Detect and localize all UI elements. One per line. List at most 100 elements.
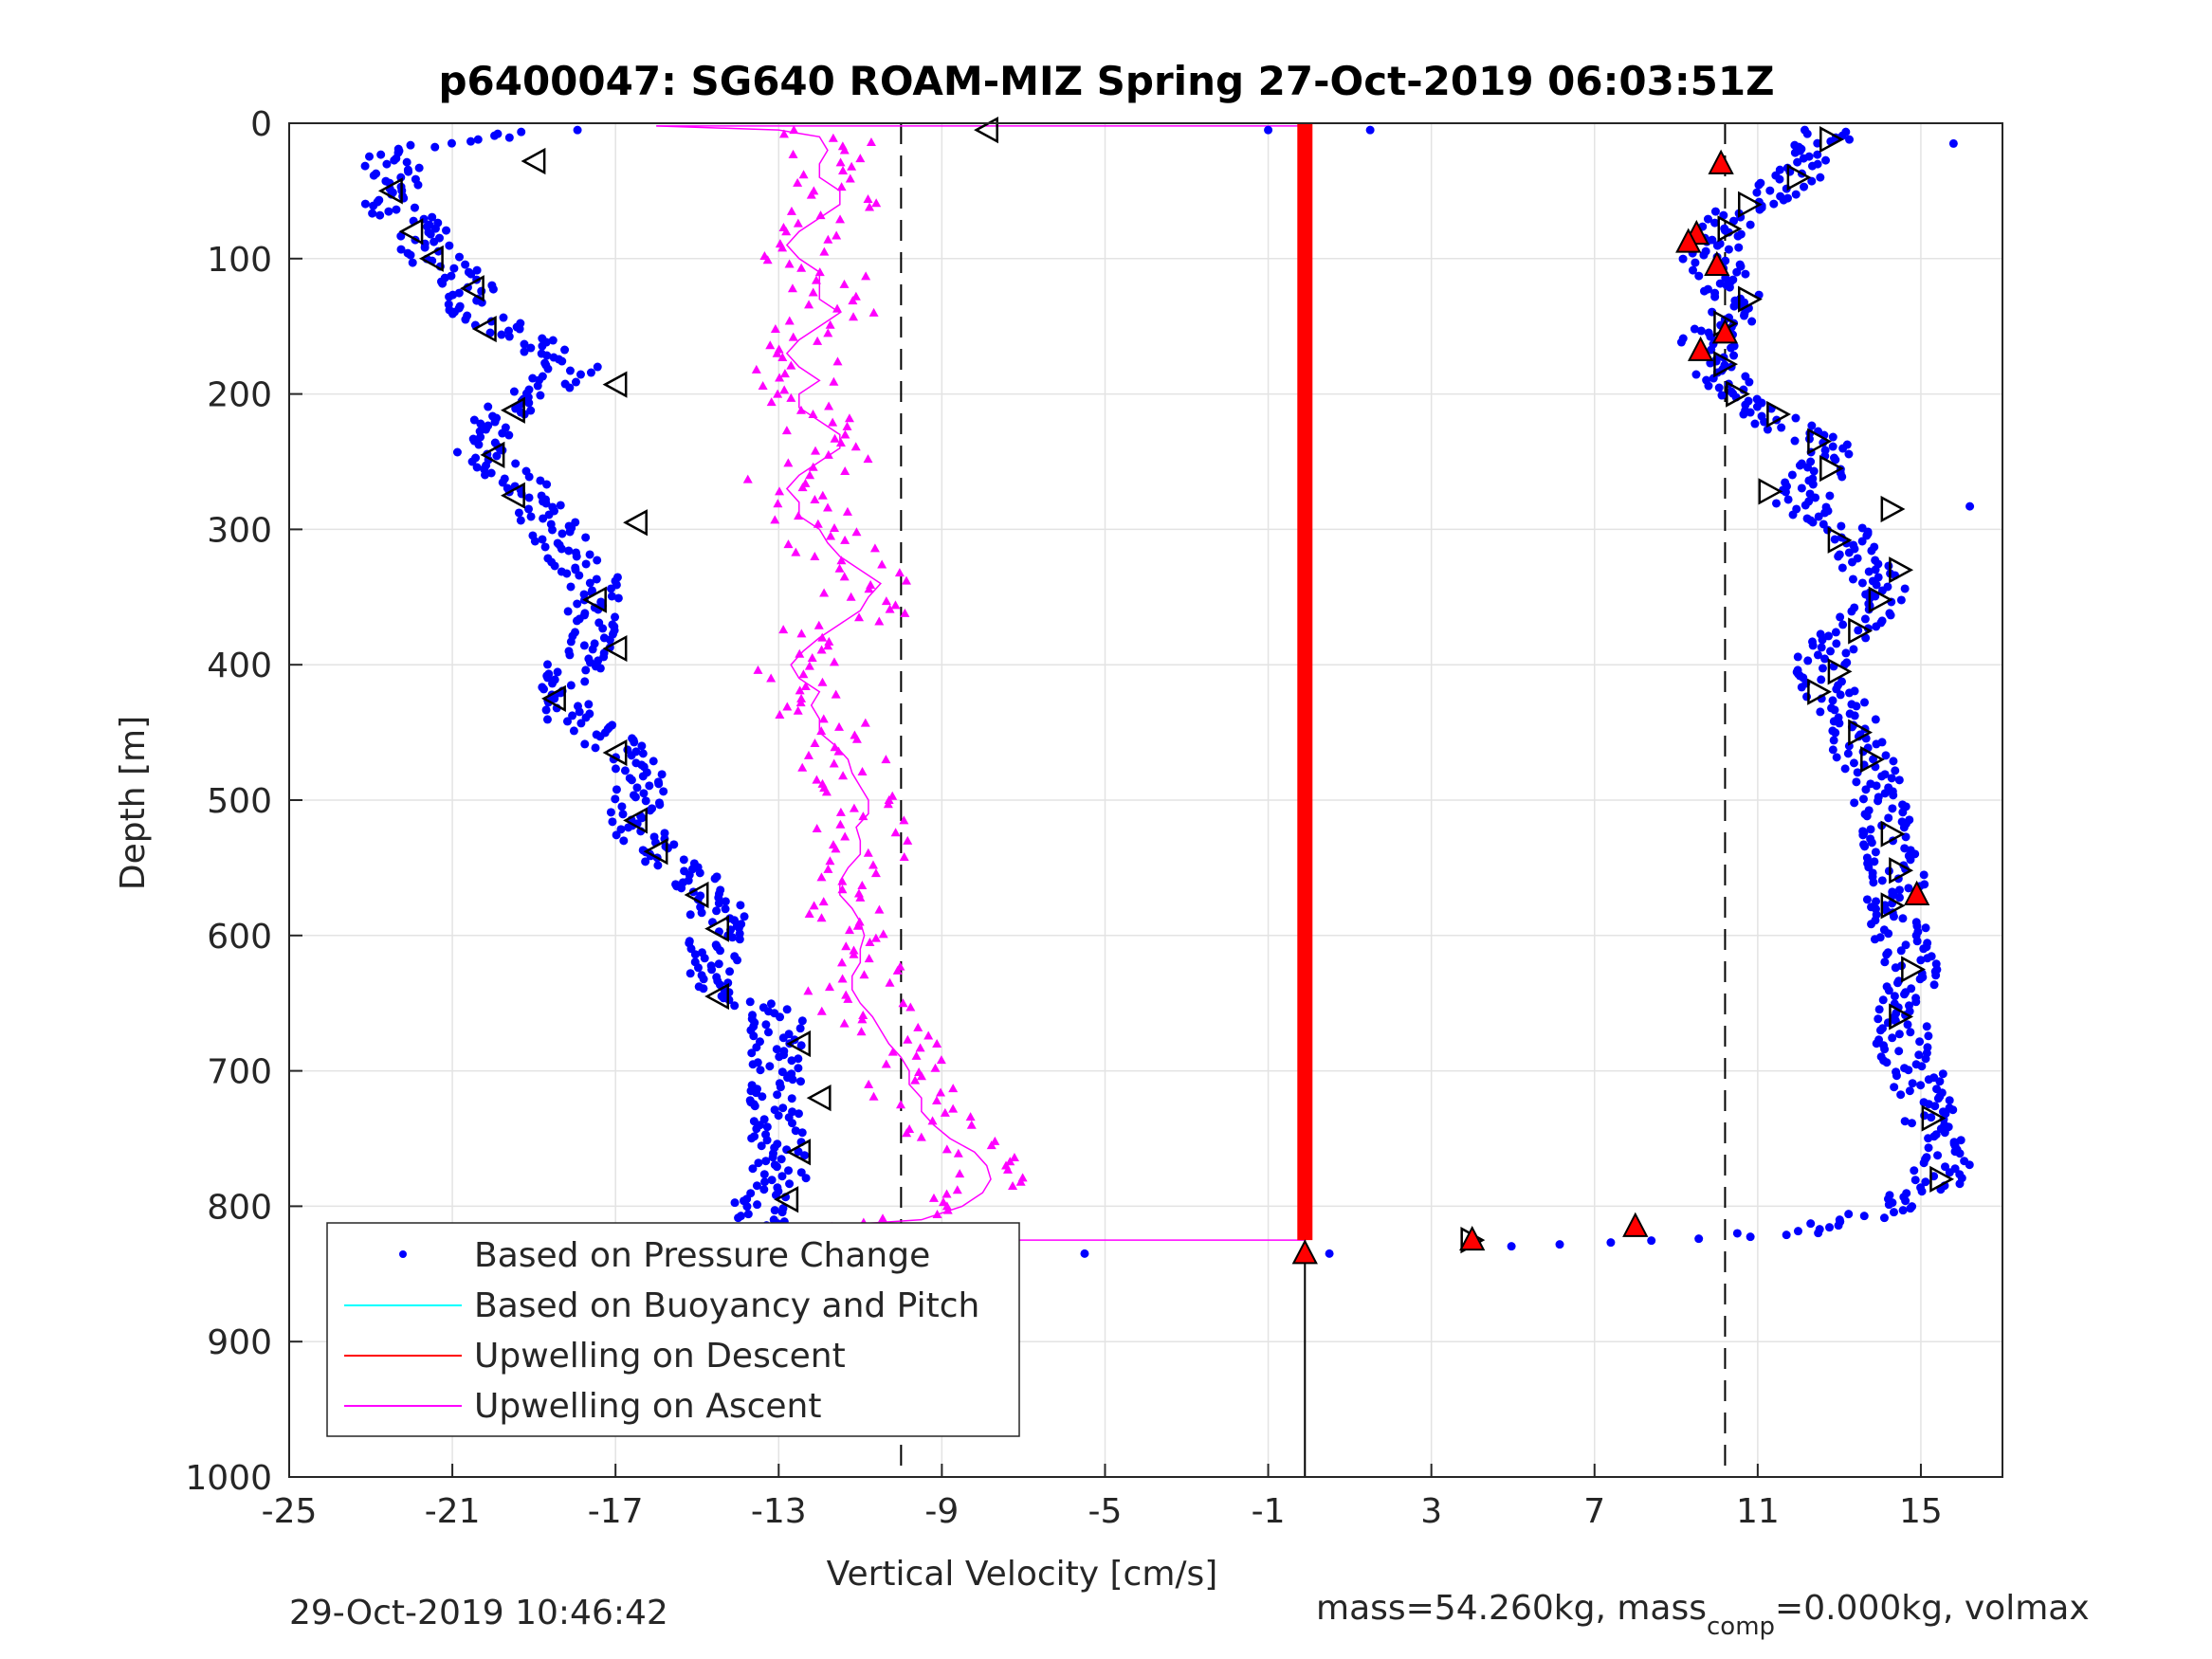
upwelling-ascent-marker [916,1132,926,1141]
pressure-ascent-dot [1903,1020,1912,1030]
upwelling-ascent-marker [804,908,814,918]
pressure-ascent-dot [1955,1179,1965,1189]
pressure-ascent-dot [1860,698,1870,707]
pressure-descent-dot [761,1157,771,1166]
pressure-ascent-dot [1872,897,1881,906]
pressure-ascent-dot [1712,241,1722,250]
upwelling-descent-marker [1459,1225,1486,1251]
pressure-descent-dot [612,830,621,840]
pressure-descent-dot [541,705,551,715]
pressure-ascent-dot [1832,639,1841,648]
pressure-ascent-dot [1914,1050,1924,1060]
pressure-ascent-dot [1894,775,1904,785]
descent-triangle-marker [480,441,505,468]
pressure-descent-dot [539,514,548,523]
pressure-ascent-dot [1717,391,1727,400]
pressure-ascent-dot [1927,1113,1936,1122]
upwelling-ascent-marker [842,506,852,516]
descent-triangle-marker [582,586,607,613]
pressure-descent-dot [376,150,386,159]
upwelling-ascent-marker [804,661,814,670]
upwelling-ascent-marker [832,230,842,240]
upwelling-ascent-marker [770,324,780,334]
upwelling-ascent-marker [786,360,796,370]
upwelling-ascent-marker [1002,1164,1013,1174]
pressure-ascent-dot [1809,466,1819,476]
pressure-dot [1732,1229,1742,1238]
pressure-descent-dot [360,161,370,171]
pressure-descent-dot [581,559,591,569]
pressure-descent-dot [641,796,650,806]
pressure-ascent-dot [1899,823,1909,832]
y-tick-label: 1000 [185,1459,272,1498]
pressure-ascent-dot [1867,546,1876,556]
pressure-descent-dot [524,493,534,502]
pressure-ascent-dot [1844,1210,1854,1219]
pressure-ascent-dot [1872,580,1881,590]
pressure-descent-dot [608,817,617,827]
upwelling-ascent-marker [794,511,804,520]
chart-title: p6400047: SG640 ROAM-MIZ Spring 27-Oct-2… [438,58,1774,104]
pressure-descent-dot [581,533,591,542]
pressure-descent-dot [686,910,695,920]
upwelling-ascent-marker [856,1027,867,1036]
pressure-descent-dot [627,751,636,760]
pressure-ascent-dot [1834,552,1843,561]
pressure-ascent-dot [1828,696,1837,705]
upwelling-ascent-marker [837,876,848,885]
pressure-ascent-dot [1721,256,1730,265]
pressure-ascent-dot [1882,950,1892,959]
pressure-descent-dot [787,1094,796,1103]
upwelling-ascent-marker [847,161,857,171]
upwelling-ascent-marker [793,177,803,187]
upwelling-ascent-marker [911,1050,922,1060]
pressure-descent-dot [598,624,608,633]
upwelling-ascent-marker [890,600,901,610]
pressure-ascent-dot [1862,811,1872,821]
pressure-ascent-dot [1688,265,1697,275]
pressure-ascent-dot [1861,785,1871,794]
upwelling-ascent-marker [845,925,855,935]
pressure-descent-dot [721,904,730,914]
upwelling-ascent-marker [870,868,881,878]
pressure-descent-dot [472,463,482,472]
pressure-descent-dot [797,1016,807,1026]
upwelling-ascent-marker [795,685,805,695]
pressure-descent-dot [637,813,647,823]
upwelling-ascent-marker [899,851,909,861]
upwelling-ascent-marker [816,726,827,736]
upwelling-ascent-marker [797,483,808,492]
pressure-ascent-dot [1834,1221,1843,1231]
pressure-descent-dot [743,1210,753,1219]
pressure-descent-dot [565,650,575,660]
pressure-ascent-dot [1828,745,1837,755]
pressure-ascent-dot [1852,777,1861,787]
upwelling-ascent-marker [840,831,850,841]
ascent-triangle-marker [1880,495,1906,523]
pressure-ascent-dot [1727,343,1736,353]
descent-triangle-marker [684,881,709,909]
y-tick-label: 600 [207,918,272,957]
pressure-ascent-dot [1835,719,1844,728]
upwelling-ascent-marker [877,559,887,569]
upwelling-descent-marker [1687,336,1714,361]
pressure-descent-dot [617,802,627,811]
upwelling-ascent-marker [782,702,793,711]
pressure-descent-dot [406,140,415,150]
upwelling-ascent-marker [804,300,814,309]
upwelling-ascent-marker [825,319,835,329]
descent-triangle-marker [774,1186,799,1213]
pressure-descent-dot [442,226,451,235]
pressure-descent-dot [787,1119,796,1128]
pressure-ascent-dot [1790,436,1800,446]
upwelling-ascent-marker [811,275,821,284]
pressure-descent-dot [773,1090,782,1100]
pressure-descent-dot [558,356,567,366]
pressure-descent-dot [526,512,536,521]
pressure-ascent-dot [1917,1187,1927,1196]
pressure-descent-dot [785,1179,795,1189]
pressure-descent-dot [734,1213,743,1223]
pressure-ascent-dot [1710,218,1720,228]
pressure-descent-dot [762,1122,772,1132]
pressure-ascent-dot [1732,267,1742,277]
